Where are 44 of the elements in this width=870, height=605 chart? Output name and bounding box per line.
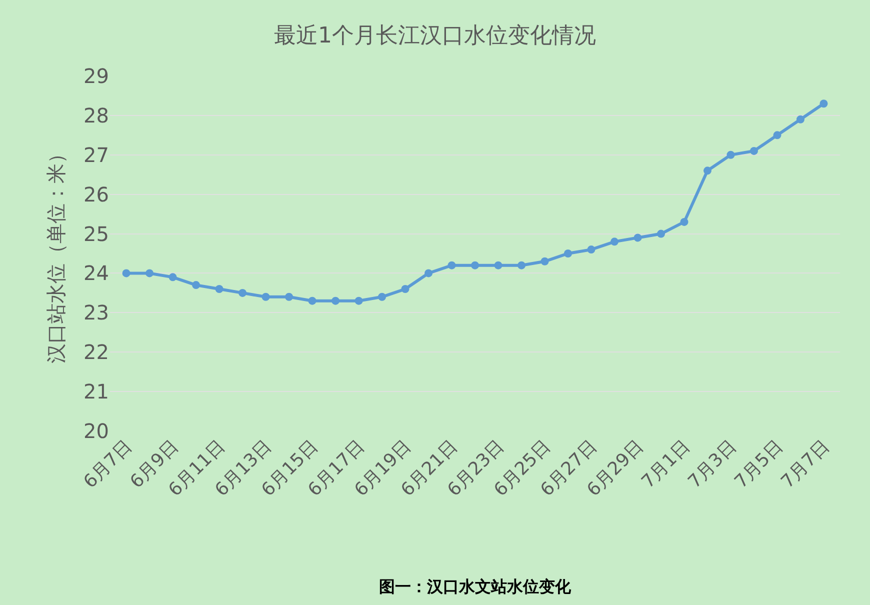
point: [401, 285, 410, 293]
point: [564, 250, 572, 258]
point: [146, 269, 154, 278]
point: [308, 296, 316, 305]
y-tick-label: 22: [84, 340, 109, 364]
y-tick-label: 20: [84, 419, 109, 443]
y-tick-label: 21: [84, 380, 109, 404]
chart-title: 最近1个月长江汉口水位变化情况: [274, 24, 596, 49]
point: [703, 166, 712, 175]
point: [192, 281, 200, 290]
y-tick-label: 28: [84, 103, 109, 128]
point: [656, 230, 665, 238]
point: [471, 261, 479, 270]
point: [332, 296, 340, 305]
y-tick-label: 29: [84, 64, 109, 88]
y-tick-label: 24: [84, 261, 109, 286]
y-axis-title: 汉口站水位（单位：米）: [44, 144, 68, 364]
point: [238, 288, 247, 297]
point: [796, 115, 804, 124]
point: [262, 292, 270, 301]
point: [773, 131, 782, 140]
point: [494, 261, 502, 270]
point: [215, 285, 224, 293]
point: [820, 100, 828, 108]
point: [540, 257, 549, 266]
point: [726, 150, 735, 159]
point: [122, 269, 130, 278]
y-tick-label: 25: [84, 222, 109, 246]
point: [518, 261, 526, 270]
y-tick-label: 27: [84, 142, 109, 167]
point: [448, 261, 456, 270]
point: [424, 269, 432, 278]
point: [168, 273, 177, 282]
point: [634, 234, 642, 242]
text: 图一：汉口水文站水位变化: [379, 578, 572, 596]
y-tick-label: 23: [84, 300, 109, 325]
point: [680, 218, 688, 226]
point: [750, 146, 758, 155]
point: [285, 292, 294, 301]
point: [610, 238, 618, 246]
y-tick-label: 26: [84, 182, 109, 206]
point: [378, 292, 386, 301]
point: [587, 246, 596, 254]
point: [354, 296, 363, 305]
